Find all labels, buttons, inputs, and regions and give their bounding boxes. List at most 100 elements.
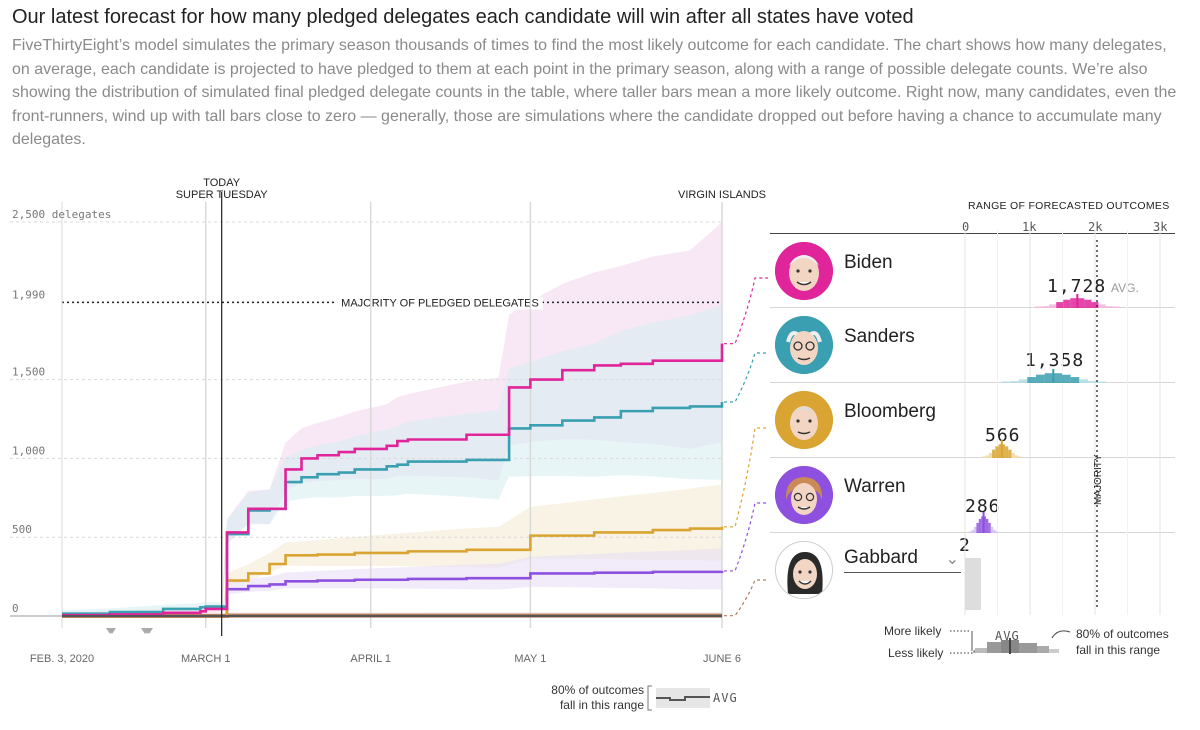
range-band-biden: [62, 222, 722, 616]
dist-bar-warren: [990, 526, 994, 533]
distribution-panel: MAJORITY: [964, 230, 1161, 615]
chevron-down-icon[interactable]: ⌄: [945, 551, 959, 568]
range-tick-3k: 3k: [1153, 220, 1168, 234]
dist-bar-bloomberg: [982, 456, 986, 458]
bloomberg-avatar: [775, 391, 833, 449]
dist-bar-warren: [974, 526, 977, 533]
page-title: Our latest forecast for how many pledged…: [12, 6, 914, 28]
y-tick-label: 2,500 delegates: [12, 208, 111, 221]
range-tick-1k: 1k: [1022, 220, 1037, 234]
candidate-avg: 566: [985, 425, 1021, 446]
legend-bottom-line1: 80% of outcomes: [551, 683, 644, 697]
line-chart-legend: 80% of outcomes fall in this range AVG: [551, 683, 738, 712]
dist-bar-warren: [976, 522, 979, 533]
dist-bar-bloomberg: [995, 446, 999, 458]
y-tick-label: 1,500: [12, 366, 45, 379]
dist-bar-bloomberg: [998, 444, 1002, 458]
event-label: SUPER TUESDAY: [176, 189, 269, 201]
x-tick-label: FEB. 3, 2020: [30, 653, 94, 665]
candidate-name: Warren: [844, 476, 906, 497]
range-band-bloomberg: [62, 484, 722, 616]
biden-avatar: [775, 242, 833, 300]
range-bands: [62, 222, 722, 616]
dist-bar-sanders: [1001, 381, 1010, 383]
connector-biden: [724, 277, 768, 345]
dist-bar-sanders: [1035, 374, 1045, 383]
x-tick-label: JUNE 6: [703, 653, 741, 665]
warren-avatar: [775, 466, 833, 524]
contest-marker: [108, 628, 116, 634]
legend-bottom-avg: AVG: [713, 691, 738, 705]
candidate-select-dropdown[interactable]: Gabbard ⌄: [844, 545, 961, 573]
x-tick-label: APRIL 1: [350, 653, 391, 665]
event-label: VIRGIN ISLANDS: [678, 189, 766, 201]
dist-bar-warren: [971, 529, 975, 533]
dist-bar-sanders: [1087, 381, 1097, 383]
dist-bar-biden: [1112, 306, 1120, 308]
candidate-name: Gabbard: [844, 547, 918, 568]
series-line-biden: [62, 343, 724, 617]
dist-bar-bloomberg: [992, 449, 996, 458]
candidate-name: Sanders: [844, 326, 915, 347]
range-band-warren: [62, 547, 722, 616]
range-header: RANGE OF FORECASTED OUTCOMES: [968, 200, 1170, 212]
dist-bar-biden: [1056, 302, 1064, 308]
dist-bar-warren: [993, 529, 996, 533]
dist-bar-warren: [988, 522, 991, 533]
series-line-sanders: [62, 401, 724, 615]
dist-bar-gabbard: [965, 558, 981, 610]
candidate-row-gabbard[interactable]: Gabbard ⌄ 2: [770, 533, 1175, 613]
dist-bar-bloomberg: [1008, 449, 1012, 458]
connector-warren: [724, 502, 768, 572]
range-tick-0: 0: [962, 220, 970, 234]
axes: 0 500 1,000 1,500 1,990 2,500 delegates FEB. 3…: [12, 208, 741, 665]
majority-label: MAJORITY: [1093, 454, 1104, 505]
legend-avg: AVG: [995, 629, 1020, 643]
dist-bar-warren: [983, 516, 986, 533]
delegate-line-chart: MAJORITY OF PLEDGED DELEGATES 0 500 1,000 1…: [10, 177, 768, 665]
distribution-legend: More likely Less likely AVG 80% of outco…: [884, 624, 1169, 660]
dist-bar-sanders: [1079, 379, 1088, 383]
dist-bar-warren: [978, 518, 982, 533]
series-lines: [62, 343, 724, 618]
connector-bloomberg: [724, 427, 768, 528]
legend-less-likely: Less likely: [888, 646, 943, 660]
legend-outcomes-line1: 80% of outcomes: [1076, 627, 1169, 641]
legend-outcomes-line2: fall in this range: [1076, 643, 1160, 657]
dist-bar-bloomberg: [988, 452, 993, 458]
dist-bar-sanders: [1027, 377, 1036, 383]
candidate-avg: 286: [965, 496, 1001, 517]
candidate-row-sanders[interactable]: Sanders 1,358: [770, 308, 1175, 383]
candidate-row-biden[interactable]: Biden 1,728 AVG.: [770, 233, 1175, 308]
series-line-bloomberg: [62, 526, 724, 618]
dist-bar-bloomberg: [985, 455, 989, 458]
dist-bar-biden: [1035, 306, 1043, 308]
y-tick-label: 1,000: [12, 444, 45, 457]
x-tick-label: MAY 1: [514, 653, 546, 665]
series-line-warren: [62, 570, 724, 618]
dist-bar-bloomberg: [1005, 446, 1009, 458]
dist-bar-bloomberg: [1018, 456, 1022, 458]
candidate-row-bloomberg[interactable]: Bloomberg 566: [770, 383, 1175, 458]
dist-bar-sanders: [1053, 373, 1062, 383]
x-tick-label: MARCH 1: [181, 653, 231, 665]
dist-bar-sanders: [1018, 379, 1028, 383]
candidate-avg: 1,358: [1025, 350, 1085, 371]
connector-sanders: [724, 352, 768, 403]
dist-bar-biden: [1042, 306, 1050, 308]
legend-more-likely: More likely: [884, 624, 941, 638]
dist-bar-warren: [985, 518, 989, 533]
dist-bar-warren: [969, 531, 972, 533]
dist-bar-sanders: [1096, 381, 1106, 383]
candidate-avg: 1,728: [1047, 276, 1107, 297]
distribution-grid: [964, 230, 1161, 615]
dist-bar-warren: [981, 516, 984, 533]
dist-bar-warren: [995, 531, 998, 533]
sanders-avatar: [775, 316, 833, 374]
dist-bar-biden: [1098, 304, 1106, 308]
dist-bar-biden: [1105, 306, 1113, 308]
dist-bar-sanders: [1009, 381, 1019, 383]
y-tick-label: 500: [12, 523, 32, 536]
y-tick-label: 1,990: [12, 288, 45, 301]
